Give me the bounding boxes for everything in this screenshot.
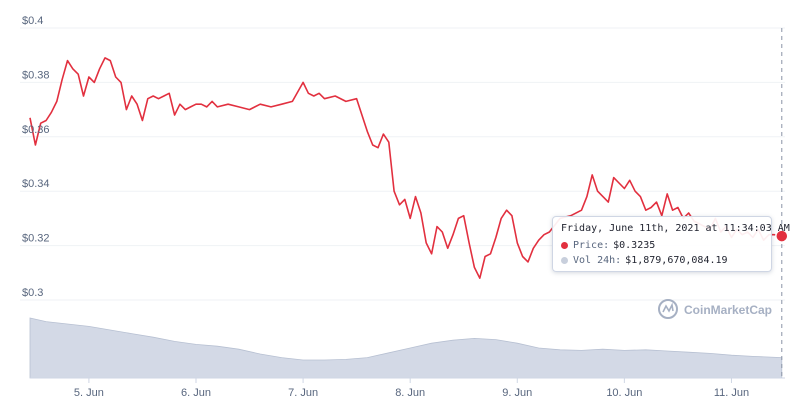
- y-tick-label: $0.34: [22, 178, 50, 190]
- x-tick-label: 6. Jun: [181, 387, 211, 399]
- x-tick-label: 11. Jun: [714, 387, 749, 399]
- tooltip-volume-value: $1,879,670,084.19: [625, 255, 728, 266]
- x-axis: 5. Jun 6. Jun 7. Jun 8. Jun 9. Jun 10. Jun 11.…: [30, 377, 785, 399]
- coinmarketcap-logo-icon: [658, 299, 678, 319]
- tooltip-volume-row: Vol 24h: $1,879,670,084.19: [561, 253, 763, 268]
- grid-lines: [20, 27, 785, 301]
- tooltip-volume-label: Vol 24h:: [573, 255, 622, 266]
- x-tick-label: 9. Jun: [502, 387, 532, 399]
- volume-area-path: [29, 317, 783, 379]
- y-axis: $0.4 $0.38 $0.36 $0.34 $0.32 $0.3: [22, 15, 50, 299]
- price-tooltip: Friday, June 11th, 2021 at 11:34:03 AM P…: [552, 216, 790, 272]
- tooltip-price-row: Price: $0.3235: [561, 238, 763, 253]
- volume-area: [29, 317, 783, 379]
- x-tick-label: 5. Jun: [74, 387, 104, 399]
- price-dot-icon: [561, 242, 568, 249]
- hover-crosshair: [775, 28, 789, 378]
- watermark: CoinMarketCap: [658, 299, 772, 319]
- hover-point-marker: [775, 229, 789, 243]
- tooltip-price-value: $0.3235: [613, 240, 656, 251]
- watermark-text: CoinMarketCap: [684, 303, 772, 317]
- y-tick-label: $0.3: [22, 287, 43, 299]
- x-tick-label: 8. Jun: [395, 387, 425, 399]
- y-tick-label: $0.4: [22, 15, 43, 27]
- volume-dot-icon: [561, 257, 568, 264]
- x-tick-label: 10. Jun: [606, 387, 642, 399]
- tooltip-title: Friday, June 11th, 2021 at 11:34:03 AM: [561, 223, 790, 234]
- price-line: [29, 57, 782, 279]
- tooltip-price-label: Price:: [573, 240, 610, 251]
- price-series: [29, 57, 782, 279]
- x-tick-label: 7. Jun: [288, 387, 318, 399]
- y-tick-label: $0.38: [22, 69, 50, 81]
- y-tick-label: $0.32: [22, 233, 50, 245]
- y-tick-label: $0.36: [22, 124, 50, 136]
